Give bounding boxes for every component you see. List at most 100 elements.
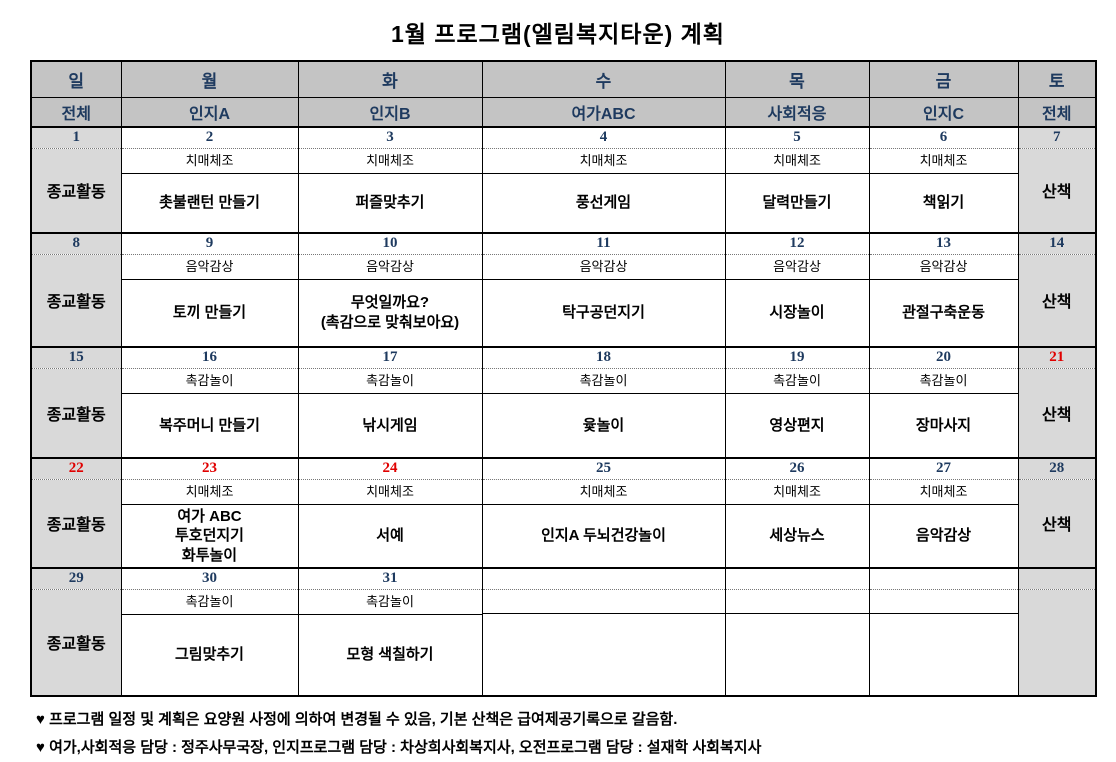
date-cell: 9: [120, 232, 299, 255]
sunday-activity-cell: 종교활동: [30, 478, 122, 569]
date-cell: 20: [868, 346, 1019, 369]
footnote-schedule-change: ♥ 프로그램 일정 및 계획은 요양원 사정에 의하여 변경될 수 있음, 기본…: [36, 711, 678, 728]
main-program: 무엇일까요? (촉감으로 맞춰보아요): [320, 294, 460, 331]
morning-program: 치매체조: [726, 149, 868, 174]
main-program: 여가 ABC 투호던지기 화투놀이: [174, 507, 244, 564]
morning-program: 촉감놀이: [299, 590, 481, 615]
program-cell: 촉감놀이 그림맞추기: [120, 588, 299, 697]
saturday-activity-cell: 산책: [1017, 147, 1097, 234]
morning-program: 음악감상: [726, 255, 868, 280]
week3-activity-row: 종교활동 촉감놀이 복주머니 만들기 촉감놀이 낚시게임 촉감놀이 윷놀이 촉감…: [30, 367, 1097, 459]
saturday-activity-cell: 산책: [1017, 253, 1097, 348]
program-cell: 촉감놀이 복주머니 만들기: [120, 367, 299, 459]
morning-program: 음악감상: [483, 255, 724, 280]
date-cell: 3: [297, 126, 483, 149]
main-program: 촛불랜턴 만들기: [159, 194, 260, 211]
main-program: 윷놀이: [582, 416, 625, 434]
morning-program: 치매체조: [122, 480, 297, 505]
date-cell: 5: [724, 126, 870, 149]
main-program: 세상뉴스: [769, 527, 825, 544]
day-header-row: 일 월 화 수 목 금 토: [30, 60, 1097, 98]
date-cell: 11: [481, 232, 726, 255]
sunday-activity-cell: 종교활동: [30, 367, 122, 459]
morning-program: 치매체조: [483, 480, 724, 505]
date-cell: 4: [481, 126, 726, 149]
group-header-wed: 여가ABC: [481, 96, 726, 128]
main-program: 영상편지: [769, 416, 825, 434]
morning-program: [483, 590, 724, 614]
date-cell: 1: [30, 126, 122, 149]
main-program: 낚시게임: [362, 416, 418, 434]
week5-activity-row: 종교활동 촉감놀이 그림맞추기 촉감놀이 모형 색칠하기: [30, 588, 1097, 697]
group-header-thu: 사회적응: [724, 96, 870, 128]
program-cell: 촉감놀이 영상편지: [724, 367, 870, 459]
week5-date-row: 29 30 31: [30, 567, 1097, 590]
week4-date-row: 22 23 24 25 26 27 28: [30, 457, 1097, 480]
program-cell: 음악감상 토끼 만들기: [120, 253, 299, 348]
program-cell: 음악감상 시장놀이: [724, 253, 870, 348]
morning-program: 치매체조: [299, 149, 481, 174]
main-program: 음악감상: [915, 527, 972, 544]
morning-program: 치매체조: [299, 480, 481, 505]
morning-program: 촉감놀이: [122, 369, 297, 394]
morning-program: 치매체조: [122, 149, 297, 174]
group-header-row: 전체 인지A 인지B 여가ABC 사회적응 인지C 전체: [30, 96, 1097, 128]
date-cell: 25: [481, 457, 726, 480]
date-cell: 27: [868, 457, 1019, 480]
main-program: 책읽기: [922, 194, 965, 211]
date-cell: 16: [120, 346, 299, 369]
date-cell: [1017, 567, 1097, 590]
date-cell: 7: [1017, 126, 1097, 149]
group-header-sun: 전체: [30, 96, 122, 128]
morning-program: 음악감상: [870, 255, 1017, 280]
main-program: 모형 색칠하기: [346, 646, 434, 663]
morning-program: 촉감놀이: [483, 369, 724, 394]
program-cell: 치매체조 퍼즐맞추기: [297, 147, 483, 234]
day-header-thu: 목: [724, 60, 870, 98]
program-cell: 치매체조 풍선게임: [481, 147, 726, 234]
main-program: 복주머니 만들기: [159, 416, 260, 434]
main-program: 장마사지: [915, 416, 972, 434]
sunday-activity-cell: 종교활동: [30, 147, 122, 234]
schedule-table: 일 월 화 수 목 금 토 전체 인지A 인지B 여가ABC 사회적응 인지C …: [30, 60, 1097, 697]
saturday-activity-cell: [1017, 588, 1097, 697]
program-cell: 치매체조 음악감상: [868, 478, 1019, 569]
morning-program: 치매체조: [870, 149, 1017, 174]
program-cell: 치매체조 인지A 두뇌건강놀이: [481, 478, 726, 569]
main-program: 풍선게임: [575, 194, 632, 211]
program-cell: 촉감놀이 낚시게임: [297, 367, 483, 459]
week1-date-row: 1 2 3 4 5 6 7: [30, 126, 1097, 149]
date-cell: 26: [724, 457, 870, 480]
date-cell: 28: [1017, 457, 1097, 480]
date-cell: 24: [297, 457, 483, 480]
main-program: 탁구공던지기: [562, 304, 645, 321]
date-cell: 8: [30, 232, 122, 255]
program-cell: 치매체조 달력만들기: [724, 147, 870, 234]
morning-program: 촉감놀이: [726, 369, 868, 394]
week2-activity-row: 종교활동 음악감상 토끼 만들기 음악감상 무엇일까요? (촉감으로 맞춰보아요…: [30, 253, 1097, 348]
date-cell: 30: [120, 567, 299, 590]
main-program: 시장놀이: [769, 304, 825, 321]
day-header-fri: 금: [868, 60, 1019, 98]
program-cell: 치매체조 서예: [297, 478, 483, 569]
day-header-sat: 토: [1017, 60, 1097, 98]
page-title: 1월 프로그램(엘림복지타운) 계획: [391, 21, 725, 47]
saturday-activity-cell: 산책: [1017, 367, 1097, 459]
main-program: 그림맞추기: [174, 646, 244, 663]
date-cell: [724, 567, 870, 590]
morning-program: 촉감놀이: [870, 369, 1017, 394]
date-cell: 31: [297, 567, 483, 590]
program-cell: 치매체조 촛불랜턴 만들기: [120, 147, 299, 234]
date-cell: 23: [120, 457, 299, 480]
sunday-activity-cell: 종교활동: [30, 253, 122, 348]
sunday-activity-cell: 종교활동: [30, 588, 122, 697]
group-header-fri: 인지C: [868, 96, 1019, 128]
program-cell: 음악감상 무엇일까요? (촉감으로 맞춰보아요): [297, 253, 483, 348]
program-cell: 치매체조 책읽기: [868, 147, 1019, 234]
week3-date-row: 15 16 17 18 19 20 21: [30, 346, 1097, 369]
date-cell: 22: [30, 457, 122, 480]
date-cell: 6: [868, 126, 1019, 149]
group-header-mon: 인지A: [120, 96, 299, 128]
main-program: [726, 614, 868, 696]
